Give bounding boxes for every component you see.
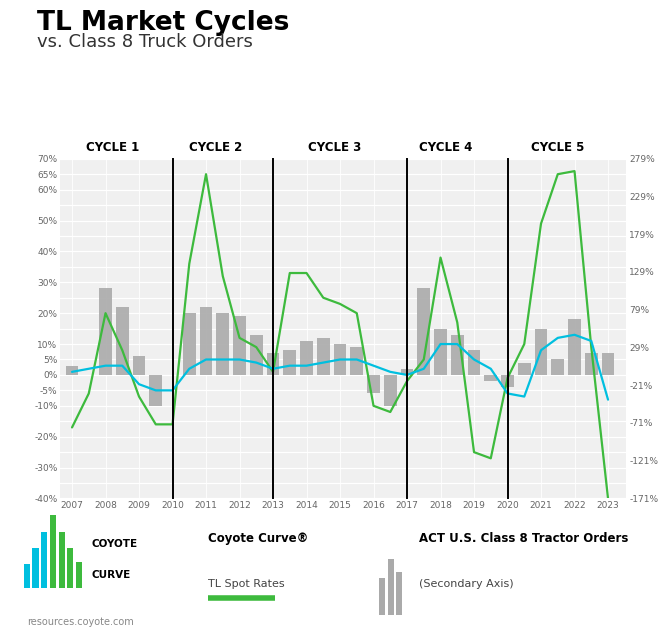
Bar — [379, 578, 385, 615]
Bar — [200, 307, 212, 375]
Bar — [99, 288, 112, 375]
Bar — [42, 532, 47, 588]
Text: COYOTE: COYOTE — [91, 539, 137, 549]
Text: ACT U.S. Class 8 Tractor Orders: ACT U.S. Class 8 Tractor Orders — [419, 533, 628, 545]
Bar — [116, 307, 129, 375]
Text: resources.coyote.com: resources.coyote.com — [27, 617, 133, 627]
Bar — [484, 375, 497, 381]
Bar — [367, 375, 380, 394]
Text: CURVE: CURVE — [91, 570, 131, 580]
Bar — [451, 335, 464, 375]
Bar — [350, 347, 363, 375]
Text: CYCLE 3: CYCLE 3 — [308, 141, 362, 154]
Bar — [76, 561, 82, 588]
Text: CYCLE 4: CYCLE 4 — [419, 141, 472, 154]
Bar — [535, 329, 547, 375]
Bar — [67, 549, 74, 588]
Bar — [401, 369, 413, 375]
Bar — [183, 313, 196, 375]
Text: TL Spot Rates: TL Spot Rates — [208, 579, 284, 589]
Bar — [568, 319, 581, 375]
Text: (Secondary Axis): (Secondary Axis) — [419, 579, 513, 589]
Bar — [585, 353, 598, 375]
Text: CYCLE 5: CYCLE 5 — [531, 141, 584, 154]
Text: CYCLE 2: CYCLE 2 — [190, 141, 243, 154]
Bar — [216, 313, 229, 375]
Bar — [551, 359, 564, 375]
Bar — [50, 515, 56, 588]
Bar — [384, 375, 397, 406]
Bar — [334, 344, 346, 375]
Bar — [133, 356, 145, 375]
Bar — [602, 353, 614, 375]
Bar — [300, 341, 313, 375]
Bar — [59, 532, 64, 588]
Bar — [149, 375, 162, 406]
Bar — [317, 338, 330, 375]
Bar — [233, 316, 246, 375]
Text: vs. Class 8 Truck Orders: vs. Class 8 Truck Orders — [37, 33, 253, 51]
Bar — [32, 549, 38, 588]
Bar — [250, 335, 263, 375]
Bar — [417, 288, 430, 375]
Bar — [24, 565, 30, 588]
Bar — [396, 572, 402, 615]
Bar — [501, 375, 514, 387]
Bar — [518, 363, 531, 375]
Bar — [468, 351, 480, 375]
Text: CYCLE 1: CYCLE 1 — [86, 141, 139, 154]
Bar — [66, 366, 78, 375]
Bar — [267, 353, 279, 375]
Bar — [434, 329, 447, 375]
Bar — [387, 559, 394, 615]
Bar — [283, 351, 296, 375]
Text: Coyote Curve®: Coyote Curve® — [208, 533, 308, 545]
Text: TL Market Cycles: TL Market Cycles — [37, 10, 289, 36]
